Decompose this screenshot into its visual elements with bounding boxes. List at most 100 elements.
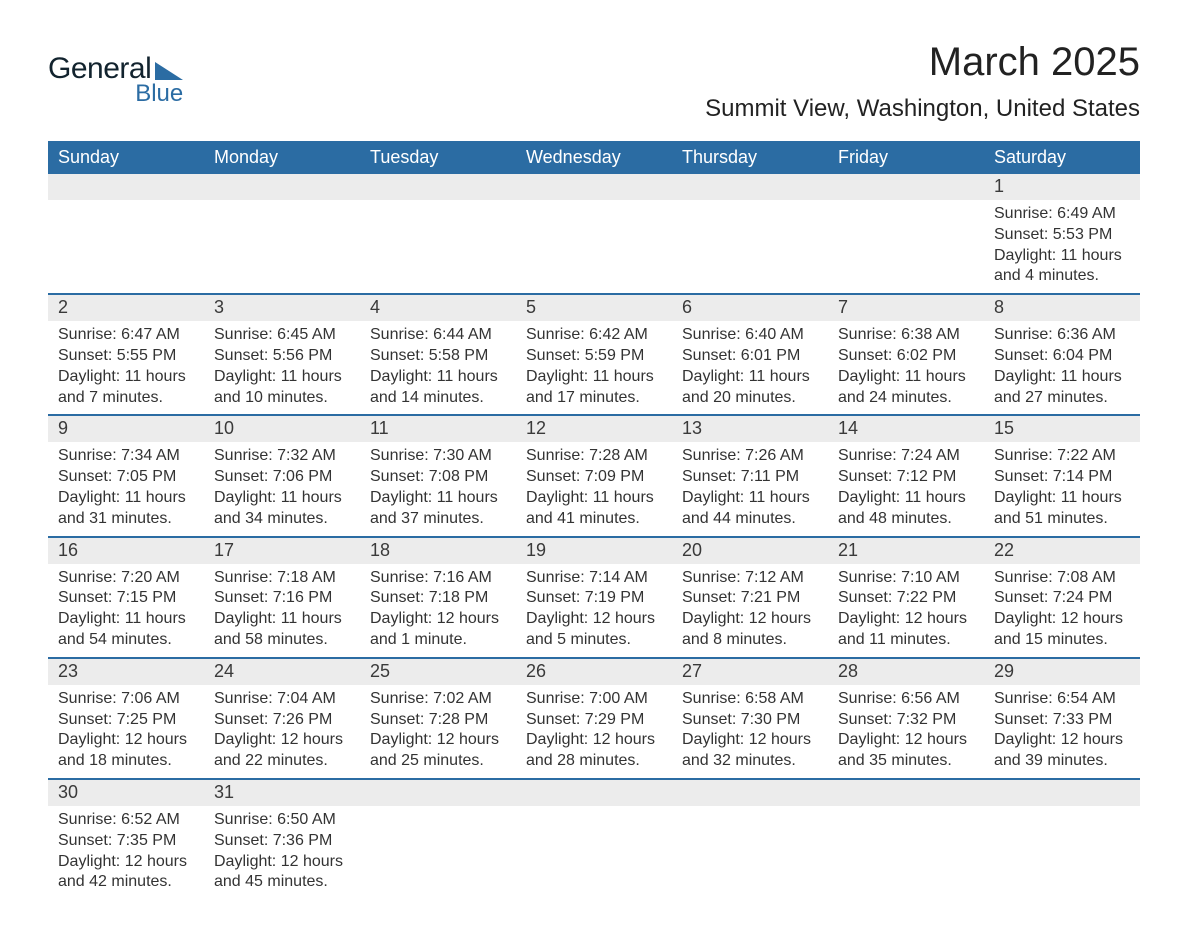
calendar-cell: 6Sunrise: 6:40 AMSunset: 6:01 PMDaylight… (672, 295, 828, 414)
day-number: 3 (204, 295, 360, 321)
sunset-line: Sunset: 5:59 PM (526, 346, 662, 367)
sunrise-line: Sunrise: 6:49 AM (994, 204, 1130, 225)
daylight-line: Daylight: 11 hours and 10 minutes. (214, 367, 350, 409)
calendar-cell: 24Sunrise: 7:04 AMSunset: 7:26 PMDayligh… (204, 659, 360, 778)
sunset-line: Sunset: 7:05 PM (58, 467, 194, 488)
weekday-header: Friday (828, 141, 984, 174)
day-number: 22 (984, 538, 1140, 564)
logo-text-blue: Blue (110, 80, 183, 108)
day-number (204, 174, 360, 200)
calendar-cell: 21Sunrise: 7:10 AMSunset: 7:22 PMDayligh… (828, 538, 984, 657)
day-number (672, 174, 828, 200)
daylight-line: Daylight: 12 hours and 28 minutes. (526, 730, 662, 772)
day-number: 24 (204, 659, 360, 685)
calendar-row: 30Sunrise: 6:52 AMSunset: 7:35 PMDayligh… (48, 778, 1140, 899)
calendar-cell: 17Sunrise: 7:18 AMSunset: 7:16 PMDayligh… (204, 538, 360, 657)
calendar-cell: 5Sunrise: 6:42 AMSunset: 5:59 PMDaylight… (516, 295, 672, 414)
sunrise-line: Sunrise: 7:22 AM (994, 446, 1130, 467)
calendar-cell: 3Sunrise: 6:45 AMSunset: 5:56 PMDaylight… (204, 295, 360, 414)
sunset-line: Sunset: 7:19 PM (526, 588, 662, 609)
calendar-cell: 23Sunrise: 7:06 AMSunset: 7:25 PMDayligh… (48, 659, 204, 778)
calendar-cell: 14Sunrise: 7:24 AMSunset: 7:12 PMDayligh… (828, 416, 984, 535)
sunrise-line: Sunrise: 6:44 AM (370, 325, 506, 346)
calendar-cell: 4Sunrise: 6:44 AMSunset: 5:58 PMDaylight… (360, 295, 516, 414)
calendar-cell: 19Sunrise: 7:14 AMSunset: 7:19 PMDayligh… (516, 538, 672, 657)
calendar-cell (516, 174, 672, 293)
day-body: Sunrise: 7:18 AMSunset: 7:16 PMDaylight:… (204, 564, 360, 653)
day-number: 29 (984, 659, 1140, 685)
calendar-cell: 16Sunrise: 7:20 AMSunset: 7:15 PMDayligh… (48, 538, 204, 657)
day-number: 31 (204, 780, 360, 806)
sunrise-line: Sunrise: 6:40 AM (682, 325, 818, 346)
calendar-cell: 20Sunrise: 7:12 AMSunset: 7:21 PMDayligh… (672, 538, 828, 657)
sunrise-line: Sunrise: 6:36 AM (994, 325, 1130, 346)
sunset-line: Sunset: 5:58 PM (370, 346, 506, 367)
calendar-cell: 31Sunrise: 6:50 AMSunset: 7:36 PMDayligh… (204, 780, 360, 899)
sunset-line: Sunset: 7:09 PM (526, 467, 662, 488)
daylight-line: Daylight: 12 hours and 45 minutes. (214, 852, 350, 894)
day-body: Sunrise: 7:24 AMSunset: 7:12 PMDaylight:… (828, 442, 984, 531)
day-number (360, 174, 516, 200)
daylight-line: Daylight: 11 hours and 14 minutes. (370, 367, 506, 409)
calendar-cell: 8Sunrise: 6:36 AMSunset: 6:04 PMDaylight… (984, 295, 1140, 414)
sunrise-line: Sunrise: 7:14 AM (526, 568, 662, 589)
sunset-line: Sunset: 7:22 PM (838, 588, 974, 609)
weekday-header: Wednesday (516, 141, 672, 174)
daylight-line: Daylight: 11 hours and 44 minutes. (682, 488, 818, 530)
daylight-line: Daylight: 12 hours and 25 minutes. (370, 730, 506, 772)
day-body: Sunrise: 6:49 AMSunset: 5:53 PMDaylight:… (984, 200, 1140, 289)
calendar-row: 16Sunrise: 7:20 AMSunset: 7:15 PMDayligh… (48, 536, 1140, 657)
calendar-cell (828, 174, 984, 293)
sunset-line: Sunset: 7:29 PM (526, 710, 662, 731)
day-number (48, 174, 204, 200)
daylight-line: Daylight: 11 hours and 51 minutes. (994, 488, 1130, 530)
day-number: 27 (672, 659, 828, 685)
day-body: Sunrise: 6:45 AMSunset: 5:56 PMDaylight:… (204, 321, 360, 410)
day-number (360, 780, 516, 806)
day-body: Sunrise: 7:06 AMSunset: 7:25 PMDaylight:… (48, 685, 204, 774)
day-body: Sunrise: 6:52 AMSunset: 7:35 PMDaylight:… (48, 806, 204, 895)
calendar-cell (48, 174, 204, 293)
calendar-cell: 13Sunrise: 7:26 AMSunset: 7:11 PMDayligh… (672, 416, 828, 535)
calendar-cell: 27Sunrise: 6:58 AMSunset: 7:30 PMDayligh… (672, 659, 828, 778)
sunset-line: Sunset: 7:15 PM (58, 588, 194, 609)
sunrise-line: Sunrise: 7:34 AM (58, 446, 194, 467)
sunset-line: Sunset: 6:01 PM (682, 346, 818, 367)
weekday-header: Monday (204, 141, 360, 174)
day-number (828, 174, 984, 200)
calendar-cell: 22Sunrise: 7:08 AMSunset: 7:24 PMDayligh… (984, 538, 1140, 657)
day-number: 28 (828, 659, 984, 685)
weekday-header: Saturday (984, 141, 1140, 174)
sunrise-line: Sunrise: 7:24 AM (838, 446, 974, 467)
calendar-cell: 1Sunrise: 6:49 AMSunset: 5:53 PMDaylight… (984, 174, 1140, 293)
calendar-cell (672, 780, 828, 899)
calendar-cell: 28Sunrise: 6:56 AMSunset: 7:32 PMDayligh… (828, 659, 984, 778)
sunrise-line: Sunrise: 7:02 AM (370, 689, 506, 710)
day-body: Sunrise: 7:04 AMSunset: 7:26 PMDaylight:… (204, 685, 360, 774)
sunrise-line: Sunrise: 7:06 AM (58, 689, 194, 710)
sunset-line: Sunset: 7:08 PM (370, 467, 506, 488)
daylight-line: Daylight: 12 hours and 42 minutes. (58, 852, 194, 894)
day-number (828, 780, 984, 806)
sunrise-line: Sunrise: 7:28 AM (526, 446, 662, 467)
day-number: 30 (48, 780, 204, 806)
day-body: Sunrise: 7:22 AMSunset: 7:14 PMDaylight:… (984, 442, 1140, 531)
calendar-row: 9Sunrise: 7:34 AMSunset: 7:05 PMDaylight… (48, 414, 1140, 535)
logo-triangle-icon (155, 62, 183, 80)
calendar-cell (516, 780, 672, 899)
sunset-line: Sunset: 7:14 PM (994, 467, 1130, 488)
day-number: 23 (48, 659, 204, 685)
day-body: Sunrise: 6:44 AMSunset: 5:58 PMDaylight:… (360, 321, 516, 410)
day-body: Sunrise: 7:16 AMSunset: 7:18 PMDaylight:… (360, 564, 516, 653)
sunrise-line: Sunrise: 7:10 AM (838, 568, 974, 589)
day-number: 18 (360, 538, 516, 564)
calendar-row: 2Sunrise: 6:47 AMSunset: 5:55 PMDaylight… (48, 293, 1140, 414)
daylight-line: Daylight: 12 hours and 32 minutes. (682, 730, 818, 772)
calendar-cell (360, 780, 516, 899)
day-body: Sunrise: 7:20 AMSunset: 7:15 PMDaylight:… (48, 564, 204, 653)
calendar-cell: 30Sunrise: 6:52 AMSunset: 7:35 PMDayligh… (48, 780, 204, 899)
calendar-body: 1Sunrise: 6:49 AMSunset: 5:53 PMDaylight… (48, 174, 1140, 899)
calendar-cell (828, 780, 984, 899)
day-number: 4 (360, 295, 516, 321)
day-body: Sunrise: 7:00 AMSunset: 7:29 PMDaylight:… (516, 685, 672, 774)
